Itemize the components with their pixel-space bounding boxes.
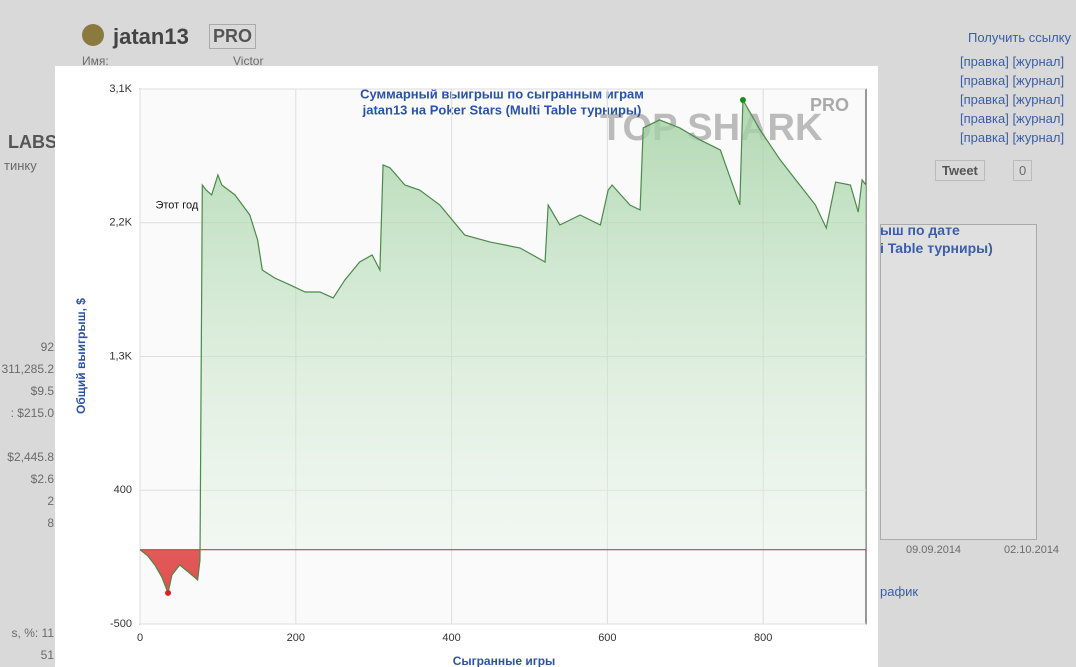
chart-subtitle: jatan13 на Poker Stars (Multi Table турн… <box>362 102 642 117</box>
username: jatan13 <box>113 24 189 49</box>
x-tick-label: 400 <box>442 632 460 644</box>
left-stat: 8 <box>47 516 54 530</box>
left-stat: $2.6 <box>30 472 54 486</box>
x-tick-label: 800 <box>754 632 772 644</box>
edit-link[interactable]: [правка] [журнал] <box>960 73 1065 88</box>
tweet-button[interactable]: Tweet <box>935 160 985 181</box>
edit-link[interactable]: [правка] [журнал] <box>960 92 1065 107</box>
chart-title: Суммарный выигрыш по сыгранным играм <box>360 86 644 101</box>
bg-date: 09.09.2014 <box>906 544 962 556</box>
bg-chart-title: i Table турниры) <box>880 240 993 256</box>
left-stat: 51 <box>40 648 54 662</box>
left-stat: 2 <box>47 494 54 508</box>
avatar <box>82 24 104 46</box>
name-label: Имя: <box>82 54 109 68</box>
x-axis-label: Сыгранные игры <box>453 654 556 667</box>
bg-date: 02.10.2014 <box>1004 544 1060 556</box>
edit-link[interactable]: [правка] [журнал] <box>960 54 1065 69</box>
left-link[interactable]: тинку <box>4 158 37 173</box>
y-tick-label: 2,2K <box>109 217 132 229</box>
left-stat: 311,285.2 <box>1 362 55 376</box>
y-tick-label: 3,1K <box>109 83 132 95</box>
area-positive <box>140 99 866 550</box>
bg-chart-title: ыш по дате <box>880 222 960 238</box>
left-stat: 92 <box>40 340 54 354</box>
min-point <box>165 589 172 596</box>
line <box>139 97 867 596</box>
y-tick-label: -500 <box>110 618 132 630</box>
left-stat: : $215.0 <box>10 406 54 420</box>
y-tick-label: 1,3K <box>109 350 132 362</box>
x-tick-label: 600 <box>598 632 616 644</box>
edit-link[interactable]: [правка] [журнал] <box>960 111 1065 126</box>
left-stat: $9.5 <box>30 384 54 398</box>
watermark-pro: PRO <box>810 95 849 115</box>
annotation: Этот год <box>155 200 198 212</box>
edit-link[interactable]: [правка] [журнал] <box>960 130 1065 145</box>
badge: PRO <box>209 24 257 49</box>
max-point <box>739 96 746 103</box>
x-tick-label: 200 <box>287 632 305 644</box>
name-value: Victor <box>233 54 264 68</box>
tweet-count: 0 <box>1013 160 1033 181</box>
x-tick-label: 0 <box>137 632 143 644</box>
watermark: TOP SHARK <box>600 107 823 149</box>
area-negative <box>140 549 201 593</box>
y-tick-label: 400 <box>114 484 132 496</box>
y-axis-label: Общий выигрыш, $ <box>74 298 88 414</box>
bg-link[interactable]: рафик <box>880 584 919 599</box>
get-link[interactable]: Получить ссылку <box>968 30 1072 45</box>
logo: LABS <box>8 132 57 152</box>
left-stat: s, %: 11 <box>11 626 54 640</box>
left-stat: $2,445.8 <box>7 450 54 464</box>
